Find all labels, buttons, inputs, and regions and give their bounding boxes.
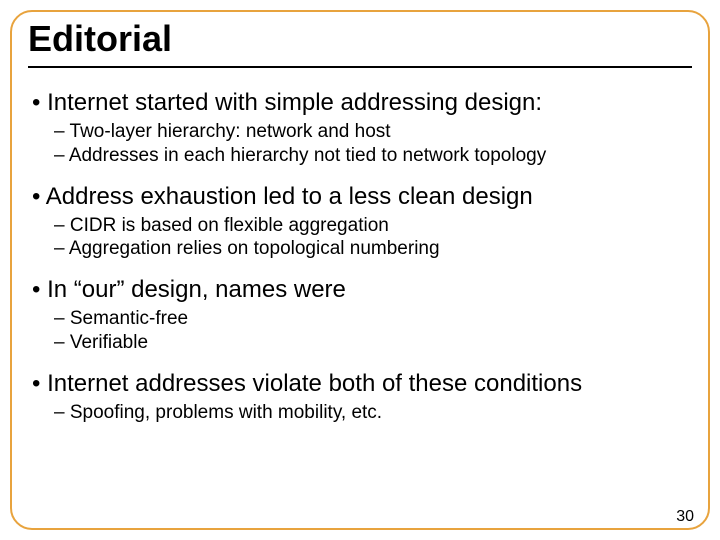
bullet-l2: – Aggregation relies on topological numb… (54, 237, 692, 261)
bullet-l2: – Verifiable (54, 331, 692, 355)
slide-content: • Internet started with simple addressin… (32, 88, 692, 438)
title-wrap: Editorial (28, 18, 692, 68)
bullet-l1: • Internet started with simple addressin… (32, 88, 692, 118)
bullet-block: • In “our” design, names were – Semantic… (32, 275, 692, 355)
bullet-block: • Internet started with simple addressin… (32, 88, 692, 168)
bullet-l2: – CIDR is based on flexible aggregation (54, 214, 692, 238)
slide: Editorial • Internet started with simple… (0, 0, 720, 540)
bullet-l1: • Internet addresses violate both of the… (32, 369, 692, 399)
bullet-block: • Internet addresses violate both of the… (32, 369, 692, 425)
bullet-l2: – Semantic-free (54, 307, 692, 331)
bullet-l2: – Addresses in each hierarchy not tied t… (54, 144, 692, 168)
bullet-l2: – Two-layer hierarchy: network and host (54, 120, 692, 144)
slide-title: Editorial (28, 18, 692, 60)
bullet-l1: • Address exhaustion led to a less clean… (32, 182, 692, 212)
page-number: 30 (676, 508, 694, 526)
bullet-l2: – Spoofing, problems with mobility, etc. (54, 401, 692, 425)
bullet-l1: • In “our” design, names were (32, 275, 692, 305)
bullet-block: • Address exhaustion led to a less clean… (32, 182, 692, 262)
